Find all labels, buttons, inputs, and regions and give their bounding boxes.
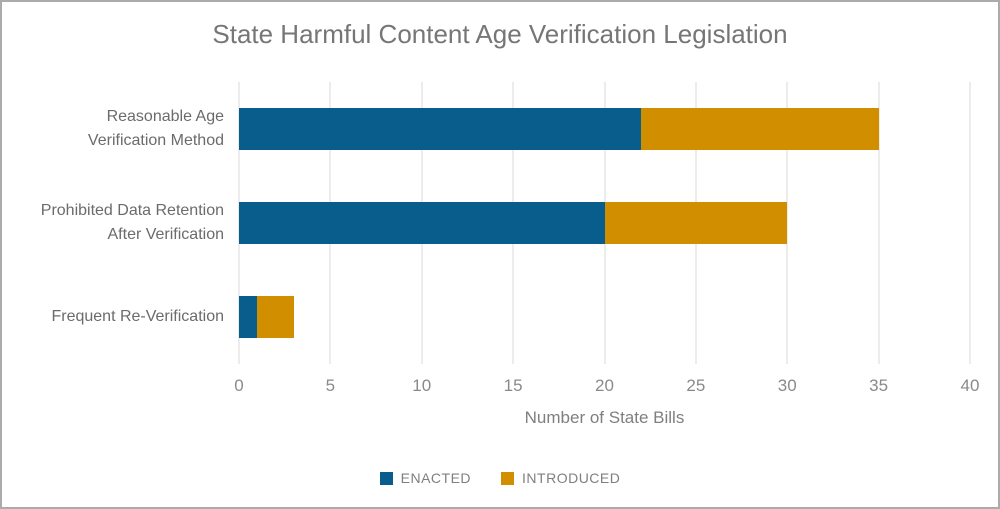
chart-title: State Harmful Content Age Verification L… [212, 19, 788, 49]
x-tick-label: 35 [869, 376, 889, 395]
legend: ENACTED INTRODUCED [2, 470, 998, 486]
legend-swatch-icon [379, 471, 393, 485]
bar-segment-introduced [604, 202, 788, 244]
bar-row [239, 202, 970, 244]
x-tick-label: 25 [686, 376, 706, 395]
x-tick-label: 10 [412, 376, 432, 395]
bar-segment-enacted [239, 202, 605, 244]
x-tick-label: 0 [234, 376, 244, 395]
category-axis: Reasonable Age Verification Method Prohib… [2, 82, 224, 364]
legend-item-enacted: ENACTED [379, 470, 472, 486]
gridline [878, 82, 880, 364]
legend-label: INTRODUCED [522, 470, 621, 486]
x-tick-label: 30 [777, 376, 797, 395]
category-label: Reasonable Age Verification Method [87, 108, 224, 149]
plot-area [238, 82, 971, 364]
bar-segment-enacted [239, 107, 642, 150]
bar-segment-introduced [257, 296, 294, 338]
bar-row [239, 107, 970, 150]
x-axis-ticks: 0 5 10 15 20 25 30 35 40 [234, 376, 979, 398]
x-tick-label: 40 [960, 376, 980, 395]
bar-segment-enacted [239, 296, 258, 338]
legend-swatch-icon [501, 471, 515, 485]
x-tick-label: 5 [325, 376, 336, 395]
x-axis-title: Number of State Bills [524, 408, 685, 427]
x-tick-label: 15 [503, 376, 523, 395]
legend-label: ENACTED [400, 470, 472, 486]
legend-item-introduced: INTRODUCED [501, 470, 620, 486]
bar-segment-introduced [641, 107, 879, 150]
gridline [969, 82, 971, 364]
gridline [786, 82, 788, 364]
category-label: Frequent Re-Verification [51, 308, 224, 325]
x-tick-label: 20 [595, 376, 614, 395]
bar-row [239, 296, 970, 338]
category-label: Prohibited Data Retention After Verifica… [40, 202, 224, 243]
